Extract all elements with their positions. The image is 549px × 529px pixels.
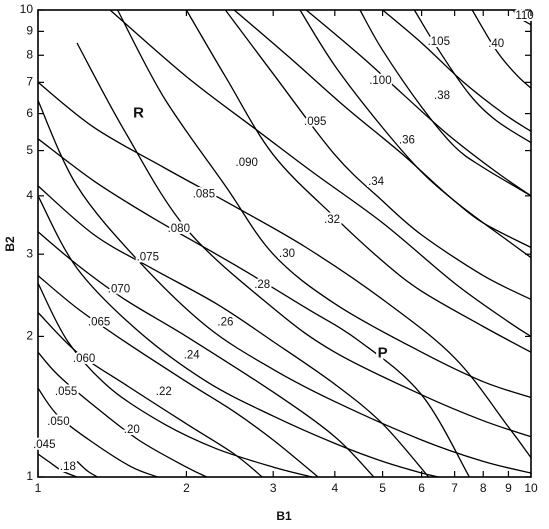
- contour-r-090: [109, 9, 532, 337]
- x-tick-label-5: 5: [379, 481, 386, 495]
- contour-r-070: [37, 231, 375, 478]
- y-tick-label-2: 2: [26, 329, 33, 343]
- contour-p-34: [299, 9, 532, 249]
- contour-r-050: [37, 387, 159, 478]
- contour-label-085: .085: [193, 188, 215, 200]
- contour-label-38: .38: [434, 90, 450, 102]
- contour-label-20: .20: [124, 424, 140, 436]
- contour-lines: [37, 9, 532, 478]
- contour-r-105: [382, 9, 532, 132]
- contour-label-18: .18: [60, 461, 76, 473]
- contour-p-30: [185, 9, 532, 353]
- contour-label-050: .050: [47, 416, 69, 428]
- x-tick-label-7: 7: [451, 481, 458, 495]
- contour-p-40: [471, 9, 532, 89]
- contour-label-075: .075: [137, 252, 159, 264]
- contour-label-22: .22: [156, 386, 172, 398]
- x-tick-label-6: 6: [418, 481, 425, 495]
- y-tick-label-7: 7: [26, 75, 33, 89]
- x-axis-title: B1: [276, 509, 292, 523]
- contour-p-38: [413, 9, 532, 144]
- y-tick-label-5: 5: [26, 143, 33, 157]
- contour-labels: .045 .050 .055 .060 .065 .070 .075 .080 .085 .090…: [31, 8, 536, 475]
- contour-r-075: [37, 185, 430, 478]
- contour-label-060: .060: [73, 353, 95, 365]
- contour-p-24: [37, 100, 532, 474]
- y-tick-label-8: 8: [26, 47, 33, 61]
- contour-r-100: [305, 9, 532, 197]
- region-labels: RP: [131, 102, 390, 364]
- contour-r-045: [37, 453, 78, 478]
- y-tick-label-4: 4: [26, 188, 33, 202]
- contour-label-30: .30: [279, 248, 295, 260]
- contour-label-080: .080: [168, 223, 190, 235]
- contour-label-34: .34: [368, 176, 385, 188]
- contour-label-100: .100: [369, 75, 391, 87]
- x-tick-label-4: 4: [331, 481, 338, 495]
- contour-p-26: [76, 42, 532, 438]
- x-tick-label-8: 8: [480, 481, 487, 495]
- contour-p-22: [37, 195, 439, 478]
- contour-r-080: [37, 138, 470, 478]
- contour-r-085: [37, 81, 532, 459]
- contour-label-40: .40: [488, 38, 504, 50]
- contour-label-055: .055: [55, 386, 77, 398]
- contour-label-28: .28: [254, 279, 270, 291]
- y-tick-label-3: 3: [26, 246, 33, 260]
- contour-label-105: .105: [428, 36, 450, 48]
- contour-r-065: [37, 275, 319, 478]
- x-tick-label-1: 1: [35, 481, 42, 495]
- y-axis-title: B2: [3, 236, 17, 252]
- x-tick-label-9: 9: [505, 481, 512, 495]
- contour-label-095: .095: [304, 116, 326, 128]
- x-tick-label-2: 2: [183, 481, 190, 495]
- contour-p-32: [224, 9, 532, 300]
- x-tick-label-10: 10: [524, 481, 538, 495]
- x-axis-ticks: 1 2 3 4 5 6 7 8 9 10: [35, 10, 538, 495]
- contour-p-18: [76, 460, 98, 478]
- x-tick-label-3: 3: [270, 481, 277, 495]
- contour-p-28: [117, 9, 532, 399]
- y-tick-label-6: 6: [26, 106, 33, 120]
- contour-r-055: [37, 351, 208, 478]
- contour-label-36: .36: [399, 134, 415, 146]
- contour-r-110: [512, 9, 532, 26]
- contour-label-090: .090: [236, 157, 258, 169]
- region-label-r: R: [133, 105, 144, 122]
- y-tick-label-9: 9: [26, 24, 33, 38]
- contour-p-36: [359, 9, 532, 197]
- plot-frame: [37, 9, 532, 478]
- y-axis-ticks: 1 2 3 4 5 6 7 8 9 10: [20, 2, 531, 483]
- region-label-p: P: [378, 344, 388, 361]
- contour-label-24: .24: [184, 350, 201, 362]
- contour-p-20: [37, 282, 313, 478]
- contour-r-095: [233, 9, 532, 259]
- contour-label-065: .065: [88, 317, 110, 329]
- y-tick-label-10: 10: [20, 2, 34, 16]
- contour-label-32: .32: [324, 214, 340, 226]
- contour-label-045: .045: [33, 439, 55, 451]
- y-tick-label-1: 1: [26, 469, 33, 483]
- contour-label-26: .26: [217, 317, 233, 329]
- contour-label-110: 110: [515, 10, 533, 22]
- contour-label-070: .070: [108, 284, 130, 296]
- plot-area-border: [37, 9, 532, 478]
